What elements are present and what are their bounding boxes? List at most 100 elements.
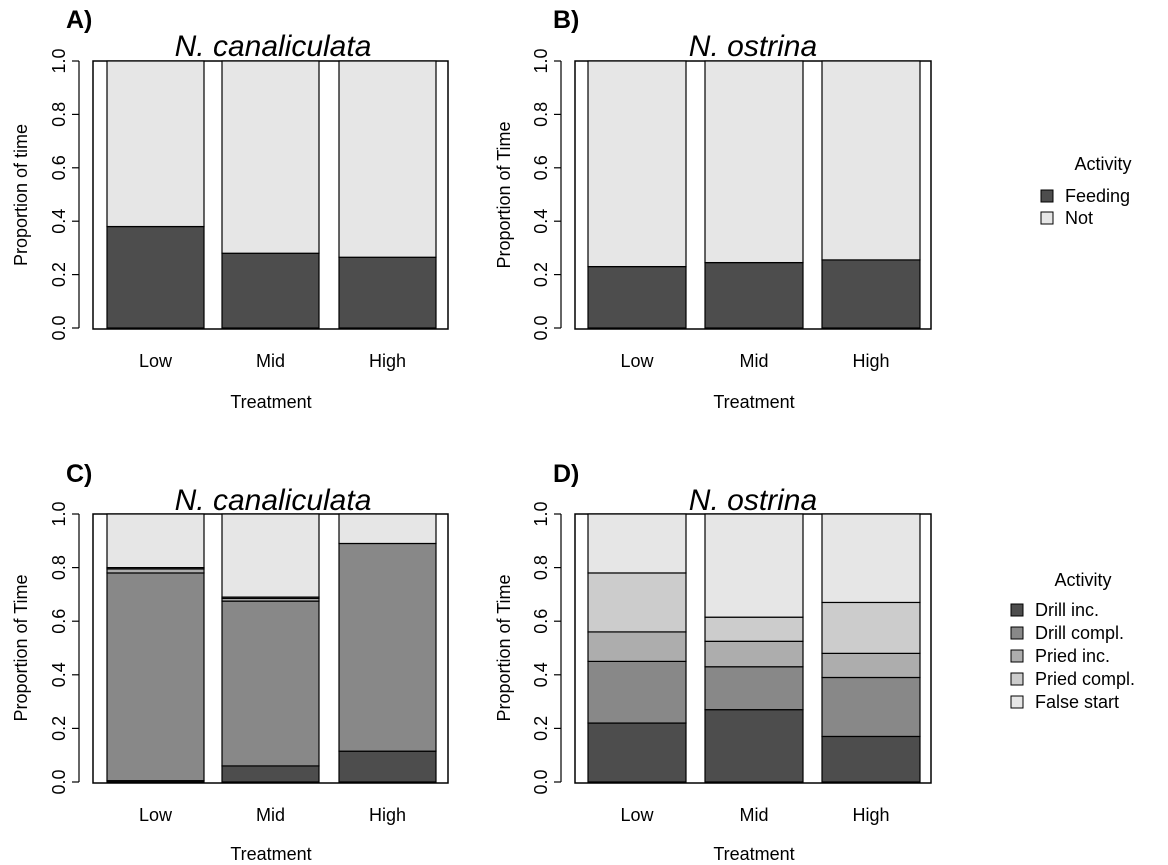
legend-label-feeding: Feeding (1065, 186, 1130, 206)
x-axis-label: Treatment (230, 844, 311, 864)
y-tick-label: 0.6 (531, 609, 551, 634)
y-tick-label: 0.8 (49, 555, 69, 580)
x-tick-label: High (852, 805, 889, 825)
legend-title: Activity (1054, 570, 1111, 590)
bar-feeding-low (106, 225, 205, 329)
y-tick-label: 0.2 (531, 716, 551, 741)
legend-label-drill-inc: Drill inc. (1035, 600, 1099, 620)
legend-swatch-pried-inc (1010, 649, 1024, 663)
legend-label-false-start: False start (1035, 692, 1119, 712)
legend-swatch-drill-inc (1010, 603, 1024, 617)
bar-not-low (106, 60, 205, 228)
bar-drill-inc-mid (704, 709, 804, 783)
y-tick-label: 1.0 (531, 501, 551, 526)
legend-swatch-not (1040, 211, 1054, 225)
y-tick-label: 0.8 (49, 102, 69, 127)
bar-pried-compl-high (821, 601, 921, 654)
y-tick-label: 0.0 (531, 315, 551, 340)
y-tick-label: 1.0 (49, 501, 69, 526)
y-tick-label: 0.2 (531, 262, 551, 287)
panel-c: C) N. canaliculata Proportion of Time Tr… (11, 460, 449, 864)
bar-false-start-mid (704, 513, 804, 618)
x-tick-label: Mid (256, 351, 285, 371)
legend-label-drill-compl: Drill compl. (1035, 623, 1124, 643)
bar-feeding-mid (704, 261, 804, 329)
bar-pried-compl-mid (704, 616, 804, 642)
bar-drill-inc-mid (221, 765, 320, 783)
x-axis-label: Treatment (713, 844, 794, 864)
panel-a: A) N. canaliculata Proportion of time Tr… (11, 6, 449, 412)
x-tick-label: Low (620, 805, 654, 825)
y-axis-label: Proportion of time (11, 124, 31, 266)
bar-drill-compl-mid (221, 600, 320, 767)
y-tick-label: 0.6 (49, 609, 69, 634)
x-tick-label: High (369, 805, 406, 825)
bar-false-start-mid (221, 513, 320, 598)
bar-drill-inc-high (338, 750, 437, 783)
legend-title: Activity (1074, 154, 1131, 174)
panel-letter: B) (553, 6, 579, 34)
x-tick-label: Low (139, 805, 173, 825)
bar-false-start-high (338, 513, 437, 545)
y-tick-label: 0.8 (531, 102, 551, 127)
y-axis-label: Proportion of Time (494, 574, 514, 721)
y-axis-label: Proportion of Time (494, 121, 514, 268)
y-tick-label: 1.0 (531, 48, 551, 73)
y-tick-label: 0.4 (49, 662, 69, 687)
legend-label-pried-compl: Pried compl. (1035, 669, 1135, 689)
bar-drill-compl-high (338, 542, 437, 752)
y-tick-label: 0.4 (531, 209, 551, 234)
bar-pried-inc-mid (704, 640, 804, 668)
bar-false-start-low (587, 513, 687, 574)
x-tick-label: Low (620, 351, 654, 371)
legend-swatch-feeding (1040, 189, 1054, 203)
y-tick-label: 0.8 (531, 555, 551, 580)
bar-drill-inc-high (821, 735, 921, 783)
panel-letter: D) (553, 460, 579, 488)
x-tick-label: Low (139, 351, 173, 371)
legend-handling: Activity Drill inc. Drill compl. Pried inc… (1010, 570, 1135, 712)
y-axis-label: Proportion of Time (11, 574, 31, 721)
x-axis-label: Treatment (713, 392, 794, 412)
bar-pried-inc-low (106, 568, 205, 574)
legend-swatch-pried-compl (1010, 672, 1024, 686)
x-tick-label: Mid (256, 805, 285, 825)
y-tick-label: 0.6 (49, 155, 69, 180)
bar-feeding-mid (221, 252, 320, 329)
bar-drill-compl-high (821, 676, 921, 738)
panel-title: N. ostrina (689, 484, 817, 517)
panel-title: N. ostrina (689, 30, 817, 63)
bar-not-low (587, 60, 687, 268)
bar-feeding-high (338, 256, 437, 329)
y-tick-label: 0.0 (49, 769, 69, 794)
bar-feeding-low (587, 265, 687, 329)
bar-not-mid (704, 60, 804, 264)
bar-feeding-high (821, 259, 921, 329)
panel-letter: A) (66, 6, 92, 34)
panel-b: B) N. ostrina Proportion of Time Treatme… (494, 6, 932, 412)
x-tick-label: High (852, 351, 889, 371)
y-tick-label: 0.4 (49, 209, 69, 234)
bar-false-start-high (821, 513, 921, 604)
bar-drill-compl-mid (704, 666, 804, 711)
bar-pried-inc-high (821, 652, 921, 679)
bar-false-start-low (106, 513, 205, 569)
x-axis-label: Treatment (230, 392, 311, 412)
y-tick-label: 0.4 (531, 662, 551, 687)
legend-swatch-drill-compl (1010, 626, 1024, 640)
panel-title: N. canaliculata (175, 484, 372, 517)
panel-letter: C) (66, 460, 92, 488)
y-tick-label: 0.2 (49, 716, 69, 741)
bar-drill-inc-low (587, 722, 687, 783)
panel-title: N. canaliculata (175, 30, 372, 63)
y-tick-label: 0.2 (49, 262, 69, 287)
legend-label-not: Not (1065, 208, 1093, 228)
x-tick-label: Mid (739, 805, 768, 825)
legend-swatch-false-start (1010, 695, 1024, 709)
y-tick-label: 0.6 (531, 155, 551, 180)
legend-label-pried-inc: Pried inc. (1035, 646, 1110, 666)
x-tick-label: High (369, 351, 406, 371)
bar-drill-compl-low (106, 572, 205, 782)
